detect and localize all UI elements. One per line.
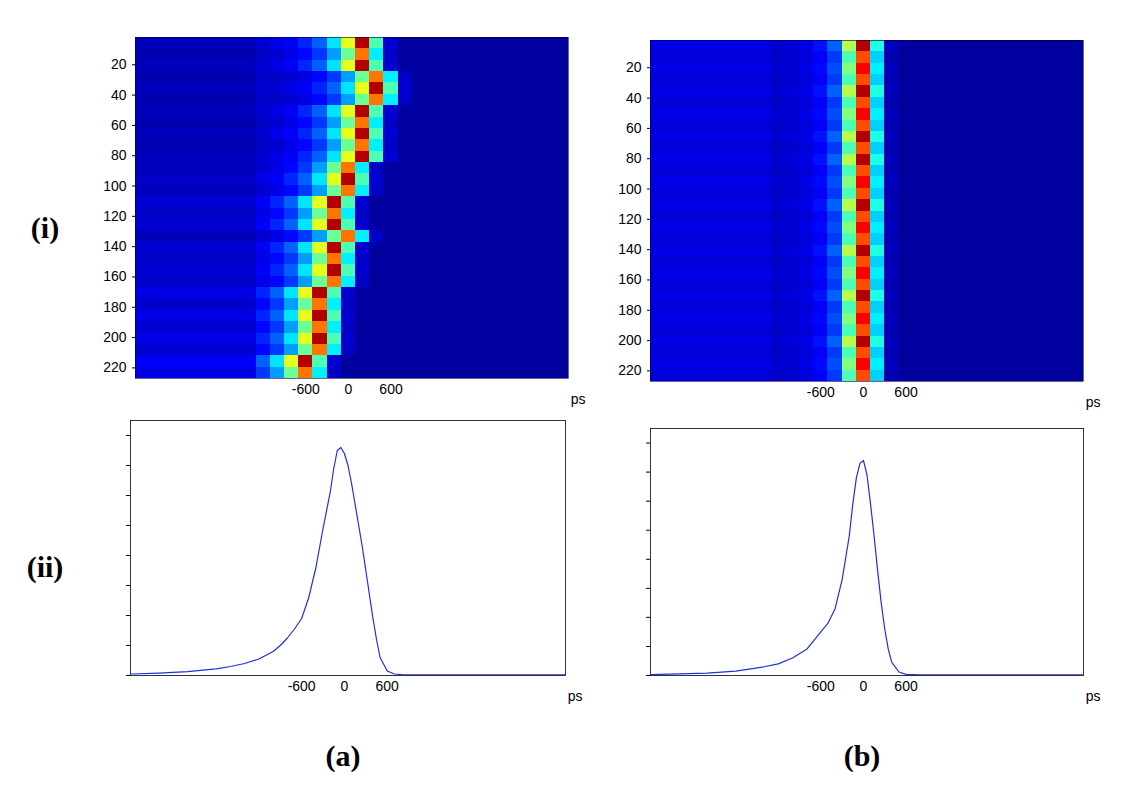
svg-text:40: 40 (111, 87, 127, 103)
html-text:(a): (a) (325, 739, 361, 772)
svg-text:40: 40 (626, 90, 642, 106)
html-text:(b): (b) (843, 739, 881, 772)
svg-text:200: 200 (103, 329, 127, 345)
svg-text:-600: -600 (288, 678, 316, 694)
svg-text:160: 160 (103, 268, 127, 284)
svg-text:100: 100 (103, 178, 127, 194)
svg-text:180: 180 (618, 302, 642, 318)
svg-text:60: 60 (626, 120, 642, 136)
svg-text:600: 600 (376, 678, 400, 694)
svg-text:120: 120 (103, 208, 127, 224)
svg-text:140: 140 (103, 238, 127, 254)
svg-text:-600: -600 (807, 678, 835, 694)
svg-text:ps: ps (568, 688, 583, 704)
svg-text:20: 20 (111, 56, 127, 72)
svg-text:0: 0 (860, 678, 868, 694)
svg-text:100: 100 (618, 181, 642, 197)
svg-text:ps: ps (1086, 688, 1101, 704)
svg-text:ps: ps (1086, 394, 1101, 410)
svg-text:120: 120 (618, 211, 642, 227)
svg-text:80: 80 (626, 150, 642, 166)
svg-text:160: 160 (618, 271, 642, 287)
svg-text:-600: -600 (807, 384, 835, 400)
svg-text:180: 180 (103, 299, 127, 315)
svg-text:600: 600 (894, 384, 918, 400)
svg-text:220: 220 (103, 359, 127, 375)
svg-text:20: 20 (626, 59, 642, 75)
svg-text:600: 600 (894, 678, 918, 694)
html-text:(i): (i) (30, 211, 60, 244)
svg-text:200: 200 (618, 332, 642, 348)
svg-text:0: 0 (345, 381, 353, 397)
svg-text:0: 0 (860, 384, 868, 400)
svg-text:80: 80 (111, 147, 127, 163)
svg-text:140: 140 (618, 241, 642, 257)
svg-text:220: 220 (618, 362, 642, 378)
svg-text:-600: -600 (292, 381, 320, 397)
html-text:(ii): (ii) (26, 550, 64, 583)
svg-text:0: 0 (341, 678, 349, 694)
svg-text:ps: ps (571, 391, 586, 407)
svg-text:600: 600 (379, 381, 403, 397)
svg-text:60: 60 (111, 117, 127, 133)
